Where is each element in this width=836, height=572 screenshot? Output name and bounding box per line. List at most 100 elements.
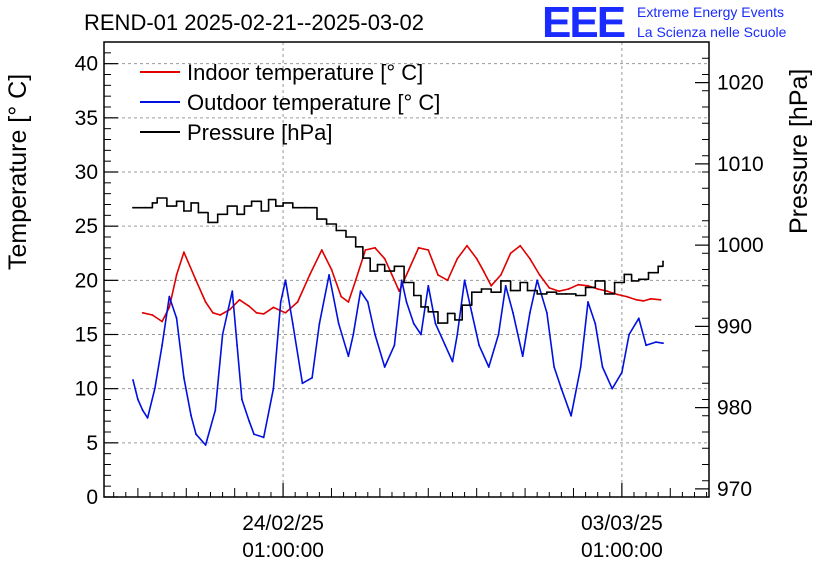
outdoor-temperature-point bbox=[463, 279, 466, 282]
x-tick-date-0: 24/02/25 bbox=[242, 512, 324, 535]
outdoor-temperature-point bbox=[451, 360, 454, 363]
y2-tick-label-5: 1020 bbox=[717, 72, 764, 95]
y2-tick-label-2: 990 bbox=[717, 315, 752, 338]
outdoor-temperature-point bbox=[420, 333, 422, 336]
indoor-temperature-point bbox=[272, 306, 275, 309]
y2-tick-label-1: 980 bbox=[717, 397, 752, 420]
pressure-point bbox=[260, 210, 263, 212]
indoor-temperature-point bbox=[490, 284, 493, 287]
indoor-temperature-point bbox=[538, 274, 541, 276]
pressure-point bbox=[526, 289, 529, 292]
outdoor-temperature-point bbox=[221, 333, 224, 336]
legend-outdoor-label: Outdoor temperature [° C] bbox=[187, 90, 440, 115]
pressure-point bbox=[132, 206, 134, 209]
y-tick-label-7: 35 bbox=[75, 107, 98, 130]
pressure-point bbox=[604, 293, 606, 295]
outdoor-temperature-point bbox=[553, 366, 555, 368]
outdoor-temperature-point bbox=[146, 417, 149, 419]
outdoor-temperature-point bbox=[546, 311, 548, 314]
indoor-temperature-point bbox=[548, 287, 551, 289]
eee-logo: EEE bbox=[542, 0, 626, 47]
indoor-temperature-point bbox=[417, 246, 420, 249]
outdoor-temperature-point bbox=[405, 301, 408, 303]
outdoor-temperature-point bbox=[587, 301, 589, 303]
indoor-temperature-point bbox=[168, 306, 171, 309]
pressure-point bbox=[412, 294, 415, 297]
indoor-temperature-point bbox=[238, 298, 241, 301]
outdoor-temperature-point bbox=[536, 279, 539, 282]
y-tick-label-8: 40 bbox=[75, 53, 98, 76]
outdoor-temperature-point bbox=[195, 433, 197, 436]
indoor-temperature-point bbox=[183, 251, 185, 254]
outdoor-temperature-point bbox=[175, 317, 178, 320]
indoor-temperature-point bbox=[558, 290, 560, 293]
indoor-temperature-point bbox=[635, 298, 638, 301]
series-layer bbox=[132, 197, 664, 446]
outdoor-temperature-point bbox=[359, 290, 362, 293]
outdoor-temperature-point bbox=[456, 333, 459, 336]
pressure-point bbox=[555, 293, 558, 295]
indoor-temperature-point bbox=[284, 311, 287, 314]
pressure-point bbox=[630, 280, 633, 282]
indoor-temperature-point bbox=[529, 257, 531, 260]
outdoor-temperature-point bbox=[637, 317, 640, 320]
indoor-temperature-point bbox=[596, 288, 599, 290]
indoor-temperature-point bbox=[437, 274, 439, 276]
pressure-point bbox=[304, 206, 306, 209]
pressure-point bbox=[316, 218, 318, 221]
pressure-point bbox=[166, 205, 168, 208]
outdoor-temperature-point bbox=[444, 344, 447, 347]
indoor-temperature-point bbox=[255, 311, 258, 314]
pressure-point bbox=[509, 289, 512, 292]
pressure-point bbox=[565, 293, 568, 295]
outdoor-temperature-point bbox=[570, 414, 572, 417]
indoor-temperature-point bbox=[195, 279, 197, 282]
y-tick-label-1: 5 bbox=[86, 432, 98, 455]
pressure-point bbox=[519, 281, 522, 284]
pressure-point bbox=[183, 210, 185, 212]
outdoor-temperature-point bbox=[645, 344, 647, 347]
outdoor-temperature-line bbox=[132, 274, 664, 446]
pressure-point bbox=[403, 281, 405, 284]
outdoor-temperature-point bbox=[337, 322, 340, 325]
outdoor-temperature-point bbox=[662, 342, 664, 345]
indoor-temperature-point bbox=[642, 300, 645, 302]
outdoor-temperature-point bbox=[470, 311, 473, 314]
outdoor-temperature-point bbox=[137, 398, 139, 401]
pressure-point bbox=[236, 213, 239, 216]
pressure-point bbox=[613, 281, 616, 284]
pressure-point bbox=[325, 223, 328, 225]
x-tick-date-1: 03/03/25 bbox=[581, 512, 663, 535]
legend: Indoor temperature [° C] Outdoor tempera… bbox=[140, 60, 440, 145]
outdoor-temperature-point bbox=[628, 333, 630, 336]
indoor-temperature-point bbox=[650, 297, 652, 300]
indoor-temperature-point bbox=[175, 274, 178, 276]
outdoor-temperature-point bbox=[434, 322, 437, 325]
pressure-point bbox=[623, 273, 626, 276]
pressure-point bbox=[490, 291, 493, 294]
legend-pressure-label: Pressure [hPa] bbox=[187, 120, 333, 145]
x-tick-time-1: 01:00:00 bbox=[581, 539, 663, 562]
indoor-temperature-point bbox=[347, 301, 350, 303]
indoor-temperature-point bbox=[383, 257, 386, 260]
outdoor-temperature-point bbox=[248, 420, 251, 423]
indoor-temperature-point bbox=[374, 246, 376, 249]
pressure-point bbox=[226, 205, 229, 208]
pressure-point bbox=[151, 202, 154, 204]
outdoor-temperature-point bbox=[521, 355, 524, 358]
outdoor-temperature-point bbox=[412, 322, 415, 325]
indoor-temperature-point bbox=[456, 257, 459, 260]
indoor-temperature-point bbox=[483, 270, 485, 273]
pressure-point bbox=[197, 211, 200, 214]
outdoor-temperature-point bbox=[621, 371, 623, 374]
outdoor-temperature-point bbox=[231, 290, 234, 293]
outdoor-temperature-point bbox=[279, 301, 282, 303]
pressure-point bbox=[250, 200, 253, 203]
pressure-point bbox=[282, 202, 284, 204]
indoor-temperature-point bbox=[408, 268, 410, 271]
outdoor-temperature-point bbox=[161, 344, 164, 347]
indoor-temperature-point bbox=[466, 244, 468, 247]
pressure-point bbox=[207, 221, 210, 224]
pressure-point bbox=[470, 291, 473, 294]
indoor-temperature-point bbox=[475, 257, 478, 260]
